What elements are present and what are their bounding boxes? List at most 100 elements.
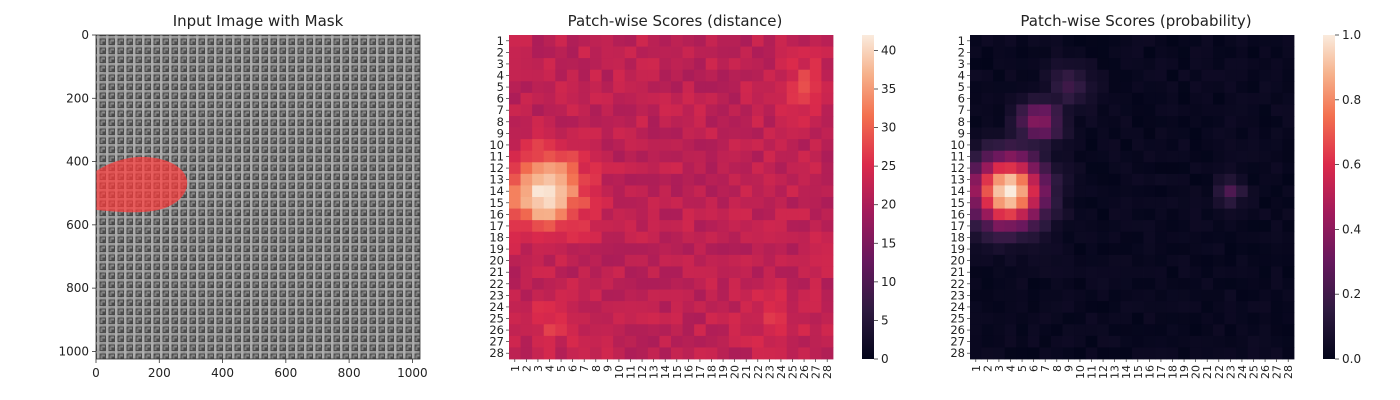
- heatmap-y-tick-label: 7: [958, 103, 965, 117]
- heatmap-cell: [520, 254, 533, 267]
- heatmap-cell: [578, 208, 591, 221]
- heatmap-cell: [1051, 92, 1063, 105]
- heatmap-cell: [590, 150, 602, 163]
- heatmap-cell: [590, 185, 602, 198]
- heatmap-cell: [1108, 162, 1121, 175]
- heatmap-cell: [1132, 208, 1144, 221]
- heatmap-cell: [1236, 266, 1249, 279]
- heatmap-cell: [1108, 150, 1121, 163]
- heatmap-cell: [1166, 81, 1179, 94]
- heatmap-cell: [659, 347, 672, 360]
- heatmap-cell: [981, 312, 994, 325]
- heatmap-cell: [555, 231, 568, 244]
- heatmap-cell: [752, 324, 764, 337]
- heatmap-cell: [1085, 69, 1098, 82]
- heatmap-cell: [1236, 324, 1249, 337]
- heatmap-cell: [1051, 46, 1063, 59]
- heatmap-cell: [1189, 231, 1202, 244]
- heatmap-cell: [1108, 58, 1121, 71]
- heatmap-cell: [1016, 104, 1029, 117]
- heatmap-cell: [798, 116, 811, 128]
- heatmap-y-tick-label: 1: [958, 34, 965, 48]
- heatmap-cell: [613, 58, 626, 71]
- heatmap-y-tick-label: 1: [497, 34, 504, 48]
- heatmap-cell: [1074, 324, 1087, 337]
- heatmap-cell: [1166, 69, 1179, 82]
- heatmap-cell: [1270, 58, 1283, 71]
- colorbar-tick-label: 25: [881, 159, 896, 173]
- heatmap-cell: [970, 335, 982, 348]
- heatmap-cell: [1270, 116, 1283, 128]
- heatmap-cell: [1004, 243, 1017, 256]
- heatmap-cell: [1213, 220, 1225, 233]
- heatmap-cell: [705, 266, 718, 279]
- heatmap-cell: [682, 231, 695, 244]
- heatmap-cell: [728, 116, 741, 128]
- heatmap-cell: [1189, 150, 1202, 163]
- heatmap-cell: [1282, 266, 1295, 279]
- heatmap-cell: [601, 173, 614, 186]
- heatmap-cell: [1132, 301, 1144, 314]
- heatmap-cell: [671, 127, 683, 140]
- heatmap-cell: [717, 162, 730, 175]
- heatmap-cell: [694, 254, 707, 267]
- heatmap-cell: [1004, 197, 1017, 209]
- heatmap-cell: [1039, 58, 1052, 71]
- heatmap-cell: [1039, 127, 1052, 140]
- heatmap-cell: [1074, 335, 1087, 348]
- heatmap-cell: [532, 335, 545, 348]
- heatmap-cell: [705, 162, 718, 175]
- heatmap-cell: [740, 208, 753, 221]
- heatmap-cell: [763, 35, 776, 47]
- heatmap-cell: [752, 92, 764, 105]
- heatmap-cell: [821, 254, 834, 267]
- heatmap-cell: [1166, 266, 1179, 279]
- heatmap-cell: [1178, 58, 1191, 71]
- heatmap-cell: [981, 335, 994, 348]
- heatmap-y-tick-label: 25: [489, 312, 504, 326]
- heatmap-cell: [647, 208, 660, 221]
- heatmap-cell: [578, 278, 591, 290]
- heatmap-cell: [671, 150, 683, 163]
- heatmap-cell: [624, 301, 637, 314]
- heatmap-cell: [798, 289, 811, 302]
- heatmap-cell: [1074, 231, 1087, 244]
- heatmap-cell: [1027, 162, 1040, 175]
- heatmap-cell: [1016, 127, 1029, 140]
- heatmap-cell: [520, 266, 533, 279]
- heatmap-cell: [647, 92, 660, 105]
- heatmap-cell: [647, 139, 660, 152]
- heatmap-cell: [809, 81, 822, 94]
- heatmap-cell: [728, 324, 741, 337]
- heatmap-cell: [1166, 231, 1179, 244]
- heatmap-cell: [1213, 46, 1225, 59]
- heatmap-cell: [1155, 243, 1168, 256]
- heatmap-y-tick-label: 25: [950, 312, 965, 326]
- heatmap-cell: [601, 81, 614, 94]
- heatmap-cell: [1213, 58, 1225, 71]
- heatmap-cell: [1155, 116, 1168, 128]
- heatmap-cell: [981, 324, 994, 337]
- heatmap-cell: [509, 58, 521, 71]
- heatmap-cell: [705, 243, 718, 256]
- heatmap-cell: [671, 69, 683, 82]
- heatmap-x-tick-label: 4: [544, 365, 557, 372]
- heatmap-cell: [1259, 289, 1272, 302]
- heatmap-cell: [578, 127, 591, 140]
- heatmap-cell: [636, 58, 649, 71]
- heatmap-cell: [520, 92, 533, 105]
- heatmap-cell: [1062, 104, 1075, 117]
- probability-heatmap-y-ticks: 1234567891011121314151617181920212223242…: [950, 34, 970, 360]
- heatmap-cell: [671, 116, 683, 128]
- heatmap-y-tick-label: 2: [958, 45, 965, 59]
- heatmap-cell: [1247, 46, 1260, 59]
- heatmap-cell: [993, 35, 1006, 47]
- heatmap-cell: [647, 312, 660, 325]
- heatmap-cell: [763, 185, 776, 198]
- heatmap-cell: [1201, 92, 1214, 105]
- heatmap-cell: [981, 116, 994, 128]
- heatmap-cell: [601, 185, 614, 198]
- heatmap-cell: [705, 254, 718, 267]
- heatmap-x-tick-label: 27: [1271, 365, 1284, 379]
- heatmap-cell: [1247, 69, 1260, 82]
